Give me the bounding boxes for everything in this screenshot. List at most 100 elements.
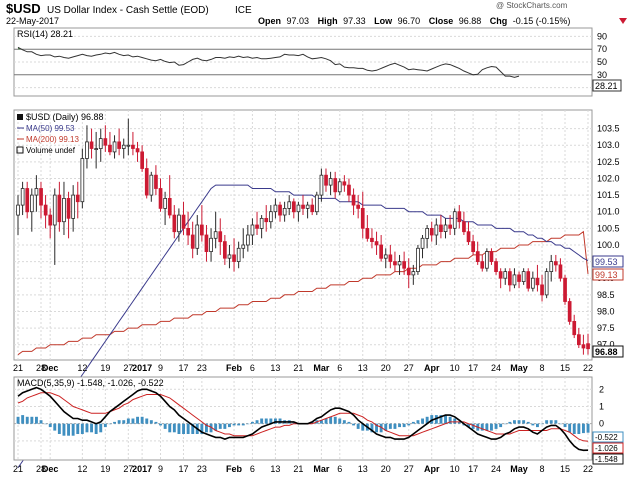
candle xyxy=(227,244,232,269)
macd-hist-bar xyxy=(457,421,461,424)
macd-hist-bar xyxy=(536,423,539,428)
candle xyxy=(351,188,356,216)
x-tick-label-bottom: 27 xyxy=(123,464,133,474)
macd-hist-bar xyxy=(522,420,526,424)
x-tick-label-bottom: 9 xyxy=(158,464,163,474)
candle xyxy=(222,235,227,265)
candle-body xyxy=(448,224,453,229)
candle-body xyxy=(80,158,85,203)
candle xyxy=(333,171,338,199)
macd-hist-bar xyxy=(209,423,213,433)
x-tick-label-bottom: 28 xyxy=(36,464,46,474)
candle-body xyxy=(397,261,402,266)
candle-body xyxy=(126,144,131,147)
candle-body xyxy=(140,151,144,169)
macd-hist-bar xyxy=(531,423,535,426)
x-tick-label-top: 12 xyxy=(77,363,87,373)
candle-body xyxy=(287,201,292,209)
candle xyxy=(577,328,581,349)
candle xyxy=(484,248,489,272)
macd-hist-bar xyxy=(471,423,475,429)
candle xyxy=(39,181,43,219)
candle-body xyxy=(57,194,62,223)
candle-body xyxy=(213,231,218,239)
x-tick-label-bottom: 13 xyxy=(358,464,368,474)
rsi-tick-label: 70 xyxy=(597,44,607,54)
candle xyxy=(310,198,315,216)
macd-last-label: -1.548 xyxy=(595,455,618,464)
macd-hist-bar xyxy=(241,423,245,426)
macd-hist-bar xyxy=(251,421,254,424)
x-tick-label-top: 10 xyxy=(450,363,460,373)
close-value: 96.88 xyxy=(459,16,482,26)
candle-body xyxy=(383,254,388,259)
macd-hist-bar xyxy=(67,423,70,436)
macd-hist-bar xyxy=(499,423,503,428)
macd-hist-bar xyxy=(264,418,268,424)
candle-body xyxy=(374,241,379,246)
macd-hist-bar xyxy=(154,421,158,424)
candle-body xyxy=(416,247,420,273)
rsi-last-box xyxy=(592,79,622,92)
macd-hist-bar xyxy=(140,416,144,424)
candle xyxy=(337,178,342,196)
x-tick-label-top: 23 xyxy=(197,363,207,373)
rsi-tick-label: 30 xyxy=(597,70,607,80)
candle xyxy=(98,128,103,162)
candle-body xyxy=(526,271,531,289)
candle xyxy=(379,235,384,262)
macd-hist-bar xyxy=(16,416,20,424)
candle xyxy=(406,258,411,289)
high-value: 97.33 xyxy=(343,16,366,26)
candle xyxy=(291,198,296,219)
candle xyxy=(319,168,324,202)
candle xyxy=(140,145,144,172)
rsi-panel: 9070503010 RSI(14) 28.21 28.21 xyxy=(13,27,622,97)
candle xyxy=(503,268,508,285)
candle xyxy=(144,158,149,199)
hist-last-label: -0.522 xyxy=(595,433,618,442)
candle xyxy=(549,254,554,282)
candle xyxy=(250,218,255,245)
candle xyxy=(452,208,457,235)
hist-last-box xyxy=(592,431,624,443)
candle xyxy=(236,241,241,269)
candle-body xyxy=(250,224,255,236)
candle xyxy=(108,131,112,156)
candle xyxy=(135,141,140,162)
x-tick-label-top: 2017 xyxy=(132,363,152,373)
x-tick-label-top: 27 xyxy=(123,363,133,373)
watermark: @ StockCharts.com xyxy=(496,1,568,10)
candle-body xyxy=(291,201,296,213)
candle-body xyxy=(103,138,108,146)
candle-body xyxy=(66,197,71,219)
candle xyxy=(462,211,466,235)
candle-body xyxy=(245,234,250,246)
macd-hist-bar xyxy=(453,418,457,424)
x-tick-label-top: 6 xyxy=(250,363,255,373)
candle xyxy=(489,248,494,265)
ma50-last-label: 99.53 xyxy=(595,257,618,267)
x-tick-label-bottom: 12 xyxy=(77,464,87,474)
macd-hist-bar xyxy=(39,420,43,424)
candle-body xyxy=(241,244,246,249)
ma50-last-box xyxy=(592,255,624,268)
x-tick-label-top: 22 xyxy=(583,363,593,373)
price-tick-label: 103.5 xyxy=(597,124,620,134)
macd-line xyxy=(17,386,589,452)
macd-hist-bar xyxy=(85,423,89,433)
x-tick-label-top: Apr xyxy=(424,363,440,373)
price-panel: 103.5 103.0 102.5 102.0 101.5 101.0 100.5 100.0… xyxy=(13,109,624,468)
x-tick-label-top: 17 xyxy=(468,363,478,373)
instrument-name: US Dollar Index - Cash Settle (EOD) xyxy=(47,5,209,16)
candle-body xyxy=(85,141,89,159)
candle xyxy=(25,181,30,219)
legend-price: $USD (Daily) 96.88 xyxy=(26,112,104,122)
macd-hist-bar xyxy=(182,423,185,434)
candle-body xyxy=(20,188,25,206)
x-tick-label-bottom: 22 xyxy=(583,464,593,474)
ma200-last-box xyxy=(592,268,624,281)
candle xyxy=(347,178,351,202)
macd-hist-bar xyxy=(228,423,231,428)
macd-tick-label: 2 xyxy=(599,384,604,394)
